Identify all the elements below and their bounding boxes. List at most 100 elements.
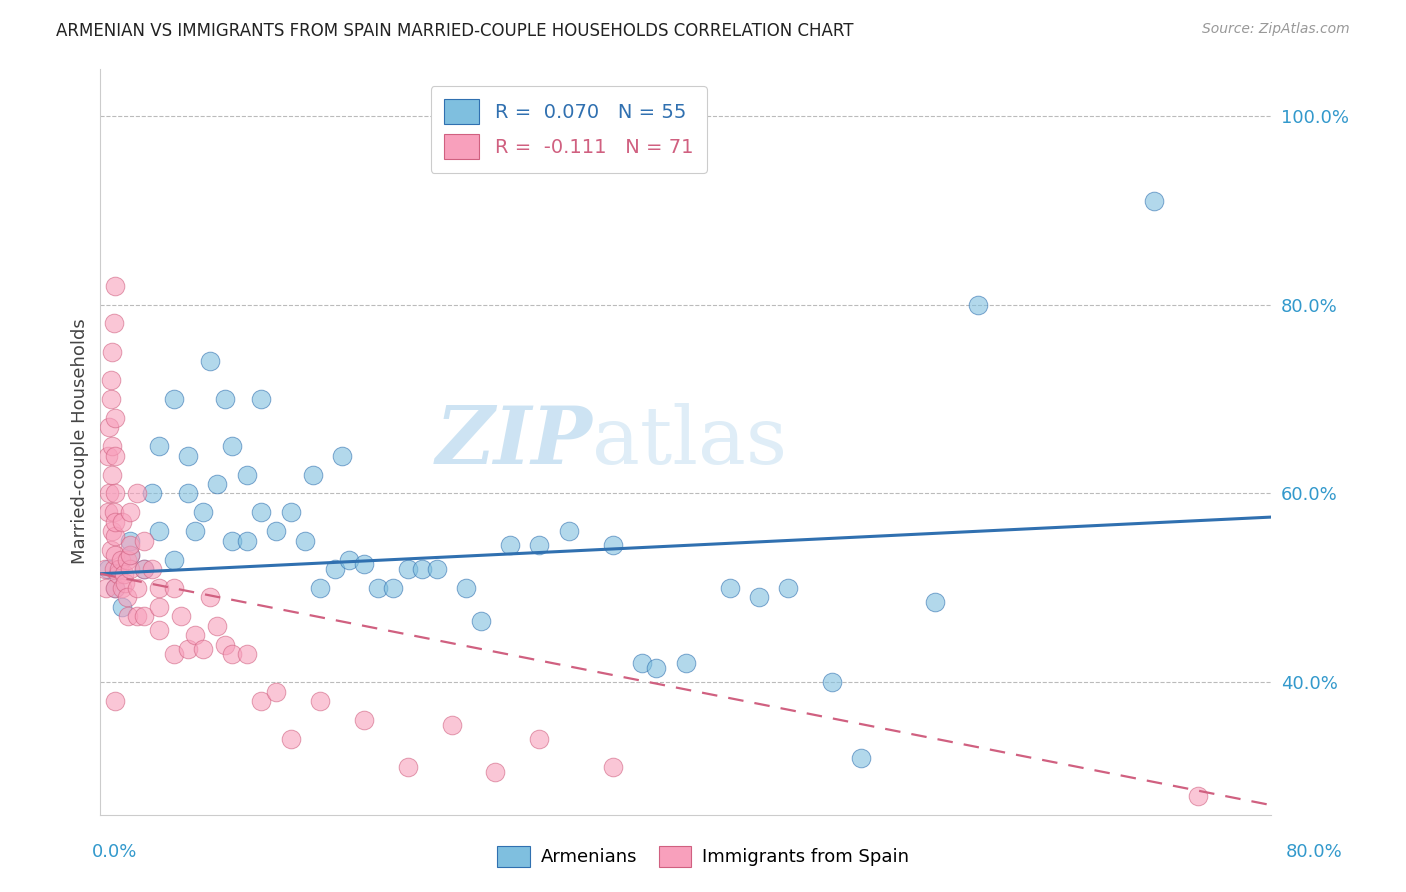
Point: [323, 562, 346, 576]
Point: [184, 628, 207, 642]
Point: [118, 548, 141, 562]
Point: [103, 317, 125, 331]
Point: [411, 562, 433, 576]
Point: [221, 533, 243, 548]
Text: Source: ZipAtlas.com: Source: ZipAtlas.com: [1202, 22, 1350, 37]
Point: [184, 524, 207, 539]
Point: [115, 591, 138, 605]
Text: 80.0%: 80.0%: [1286, 843, 1343, 861]
Point: [778, 581, 800, 595]
Point: [97, 505, 120, 519]
Point: [110, 552, 132, 566]
Point: [396, 562, 419, 576]
Text: ARMENIAN VS IMMIGRANTS FROM SPAIN MARRIED-COUPLE HOUSEHOLDS CORRELATION CHART: ARMENIAN VS IMMIGRANTS FROM SPAIN MARRIE…: [56, 22, 853, 40]
Point: [97, 449, 120, 463]
Point: [93, 562, 115, 576]
Point: [111, 599, 134, 614]
Point: [101, 524, 124, 539]
Point: [104, 581, 127, 595]
Point: [177, 449, 200, 463]
Point: [170, 609, 193, 624]
Point: [456, 581, 478, 595]
Point: [148, 624, 170, 638]
Point: [396, 760, 419, 774]
Point: [98, 420, 121, 434]
Point: [1187, 789, 1209, 803]
Point: [101, 467, 124, 482]
Point: [250, 392, 273, 406]
Point: [221, 647, 243, 661]
Point: [104, 548, 127, 562]
Point: [118, 562, 141, 576]
Point: [134, 562, 156, 576]
Point: [250, 505, 273, 519]
Point: [924, 595, 946, 609]
Point: [148, 581, 170, 595]
Text: atlas: atlas: [592, 402, 787, 481]
Point: [98, 486, 121, 500]
Point: [967, 297, 990, 311]
Point: [117, 609, 139, 624]
Point: [101, 439, 124, 453]
Point: [134, 533, 156, 548]
Point: [602, 538, 624, 552]
Text: ZIP: ZIP: [436, 403, 592, 480]
Legend: R =  0.070   N = 55, R =  -0.111   N = 71: R = 0.070 N = 55, R = -0.111 N = 71: [430, 86, 707, 173]
Point: [382, 581, 405, 595]
Point: [630, 657, 652, 671]
Point: [101, 344, 124, 359]
Point: [301, 467, 323, 482]
Point: [104, 581, 127, 595]
Point: [499, 538, 522, 552]
Point: [207, 477, 229, 491]
Point: [851, 751, 873, 765]
Point: [148, 439, 170, 453]
Point: [718, 581, 741, 595]
Point: [264, 524, 287, 539]
Point: [125, 581, 148, 595]
Point: [141, 562, 163, 576]
Point: [112, 566, 135, 581]
Point: [367, 581, 389, 595]
Point: [148, 599, 170, 614]
Point: [1143, 194, 1166, 208]
Point: [111, 581, 134, 595]
Point: [141, 486, 163, 500]
Point: [104, 486, 127, 500]
Point: [103, 562, 125, 576]
Point: [148, 524, 170, 539]
Point: [426, 562, 449, 576]
Point: [602, 760, 624, 774]
Point: [162, 581, 184, 595]
Point: [118, 505, 141, 519]
Point: [353, 713, 375, 727]
Point: [191, 505, 214, 519]
Point: [214, 638, 236, 652]
Point: [125, 609, 148, 624]
Point: [107, 566, 129, 581]
Point: [125, 486, 148, 500]
Point: [103, 505, 125, 519]
Point: [104, 449, 127, 463]
Legend: Armenians, Immigrants from Spain: Armenians, Immigrants from Spain: [489, 838, 917, 874]
Point: [645, 661, 668, 675]
Point: [330, 449, 353, 463]
Y-axis label: Married-couple Households: Married-couple Households: [72, 318, 89, 565]
Point: [470, 614, 492, 628]
Point: [111, 515, 134, 529]
Point: [264, 685, 287, 699]
Point: [198, 591, 221, 605]
Point: [280, 731, 302, 746]
Point: [134, 609, 156, 624]
Point: [100, 543, 122, 558]
Point: [309, 581, 332, 595]
Point: [162, 647, 184, 661]
Point: [557, 524, 579, 539]
Point: [177, 486, 200, 500]
Point: [529, 731, 551, 746]
Point: [207, 618, 229, 632]
Point: [162, 552, 184, 566]
Point: [294, 533, 316, 548]
Point: [221, 439, 243, 453]
Point: [134, 562, 156, 576]
